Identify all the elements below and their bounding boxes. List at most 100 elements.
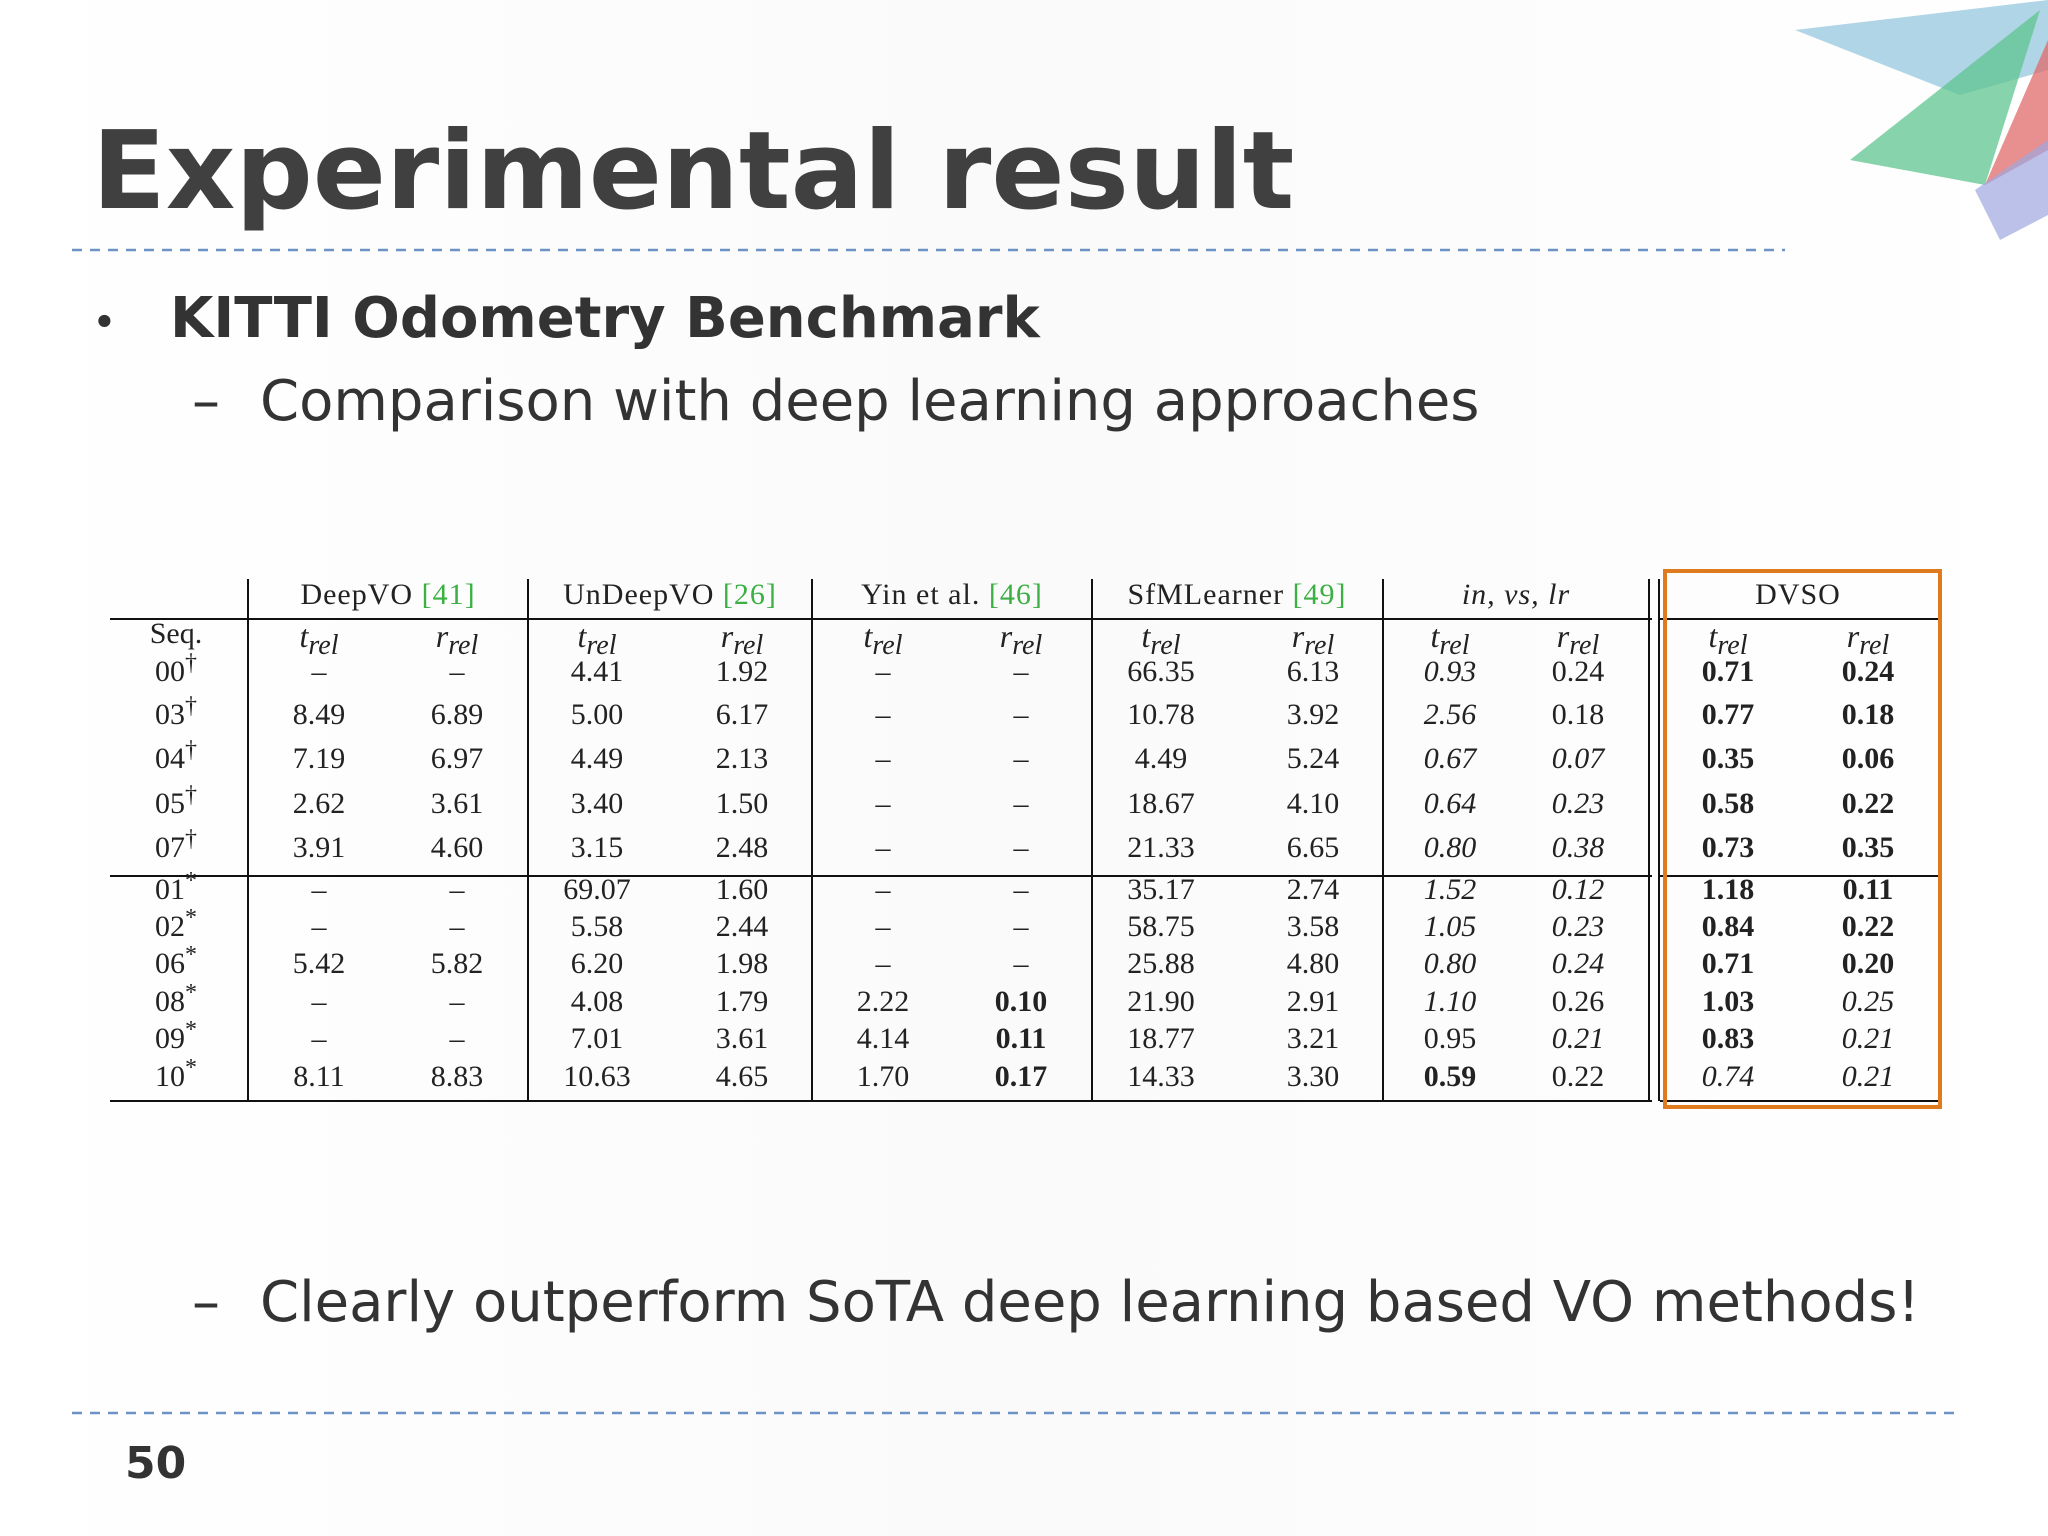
table-cell: – <box>875 698 892 731</box>
table-cell: 4.49 <box>1135 742 1188 775</box>
seq-mark: * <box>185 980 197 1006</box>
metric-subscript: rel <box>1859 630 1889 661</box>
bullet-text: KITTI Odometry Benchmark <box>170 286 1041 351</box>
table-cell: 0.83 <box>1702 1022 1755 1055</box>
table-cell: 1.50 <box>716 787 769 820</box>
sub-dash: – <box>192 1270 220 1335</box>
table-cell: – <box>311 873 328 906</box>
table-cell: 6.89 <box>431 698 484 731</box>
group-spacer <box>413 578 422 611</box>
metric-header: trel <box>300 618 339 661</box>
group-header: Yin et al. [46] <box>861 578 1043 611</box>
table-cell: 0.11 <box>996 1022 1047 1055</box>
group-name: Yin et al. <box>861 578 980 611</box>
table-cell: 25.88 <box>1127 947 1195 980</box>
metric-header: rrel <box>436 618 479 661</box>
table-cell: 4.08 <box>571 985 624 1018</box>
metric-symbol: t <box>1431 618 1441 654</box>
table-cell: – <box>1013 831 1030 864</box>
table-cell: 8.11 <box>293 1060 344 1093</box>
table-cell: 3.30 <box>1287 1060 1340 1093</box>
group-spacer <box>714 578 723 611</box>
table-cell: 0.18 <box>1552 698 1605 731</box>
table-cell: 0.71 <box>1702 655 1755 688</box>
metric-header: rrel <box>1000 618 1043 661</box>
table-cell: 1.52 <box>1424 873 1477 906</box>
table-cell: 0.23 <box>1552 787 1605 820</box>
sub-bullet-text: Comparison with deep learning approaches <box>260 369 1479 434</box>
seq-id: 05 <box>155 787 185 820</box>
deco-purple <box>1975 140 2048 240</box>
table-cell: 0.18 <box>1842 698 1895 731</box>
metric-header: trel <box>1431 618 1470 661</box>
table-cell: 0.64 <box>1424 787 1477 820</box>
metric-subscript: rel <box>1717 630 1747 661</box>
metric-header: rrel <box>721 618 764 661</box>
metric-header: rrel <box>1292 618 1335 661</box>
metric-symbol: t <box>1142 618 1152 654</box>
table-cell: 8.83 <box>431 1060 484 1093</box>
metric-symbol: t <box>300 618 310 654</box>
table-cell: 0.22 <box>1842 910 1895 943</box>
metric-symbol: t <box>1709 618 1719 654</box>
table-cell: – <box>449 1022 466 1055</box>
table-cell: 1.79 <box>716 985 769 1018</box>
table-cell: 3.61 <box>431 787 484 820</box>
group-header: DeepVO [41] <box>300 578 475 611</box>
seq-label: 09* <box>155 1017 197 1055</box>
table-cell: 6.65 <box>1287 831 1340 864</box>
seq-id: 08 <box>155 985 185 1018</box>
table-cell: 3.91 <box>293 831 346 864</box>
seq-label: 08* <box>155 980 197 1018</box>
table-cell: 0.58 <box>1702 787 1755 820</box>
decoration <box>1795 0 2048 240</box>
table-cell: 0.10 <box>995 985 1048 1018</box>
table-cell: 1.10 <box>1424 985 1477 1018</box>
table-cell: – <box>311 910 328 943</box>
table-cell: 0.26 <box>1552 985 1605 1018</box>
table-cell: 4.65 <box>716 1060 769 1093</box>
table-cell: 0.84 <box>1702 910 1755 943</box>
table-cell: – <box>449 985 466 1018</box>
table-cell: 2.22 <box>857 985 910 1018</box>
table-cell: 3.15 <box>571 831 624 864</box>
seq-mark: * <box>185 868 197 894</box>
table-cell: 10.63 <box>563 1060 631 1093</box>
metric-symbol: r <box>721 618 734 654</box>
deco-green <box>1850 10 2040 185</box>
table-cell: – <box>875 742 892 775</box>
seq-label: 00† <box>155 650 197 688</box>
group-ref: [41] <box>422 578 476 611</box>
table-cell: 0.21 <box>1842 1022 1895 1055</box>
table-cell: 6.13 <box>1287 655 1340 688</box>
results-table: DeepVO [41] UnDeepVO [26] Yin et al. [46] S… <box>110 578 1940 1102</box>
table-cell: 3.61 <box>716 1022 769 1055</box>
seq-mark: * <box>185 942 197 968</box>
seq-id: 02 <box>155 910 185 943</box>
group-name: UnDeepVO <box>563 578 714 611</box>
table-cell: 0.80 <box>1424 947 1477 980</box>
metric-symbol: r <box>1292 618 1305 654</box>
table-cell: 4.49 <box>571 742 624 775</box>
metric-subscript: rel <box>1569 630 1599 661</box>
table-cell: 18.67 <box>1127 787 1195 820</box>
table-cell: 18.77 <box>1127 1022 1195 1055</box>
table-cell: – <box>875 831 892 864</box>
seq-mark: † <box>185 737 197 763</box>
metric-subscript: rel <box>1012 630 1042 661</box>
metric-header: trel <box>578 618 617 661</box>
table-cell: 0.24 <box>1552 655 1605 688</box>
table-cell: 0.11 <box>1843 873 1894 906</box>
table-cell: – <box>875 873 892 906</box>
table-cell: – <box>449 910 466 943</box>
table-cell: 21.33 <box>1127 831 1195 864</box>
table-cell: 0.35 <box>1842 831 1895 864</box>
table-cell: 0.20 <box>1842 947 1895 980</box>
table-cell: 6.17 <box>716 698 769 731</box>
metric-symbol: r <box>1557 618 1570 654</box>
metric-symbol: t <box>578 618 588 654</box>
table-cell: 3.92 <box>1287 698 1340 731</box>
table-cell: 0.38 <box>1552 831 1605 864</box>
table-cell: – <box>449 873 466 906</box>
group-name: in, vs, lr <box>1462 578 1570 611</box>
